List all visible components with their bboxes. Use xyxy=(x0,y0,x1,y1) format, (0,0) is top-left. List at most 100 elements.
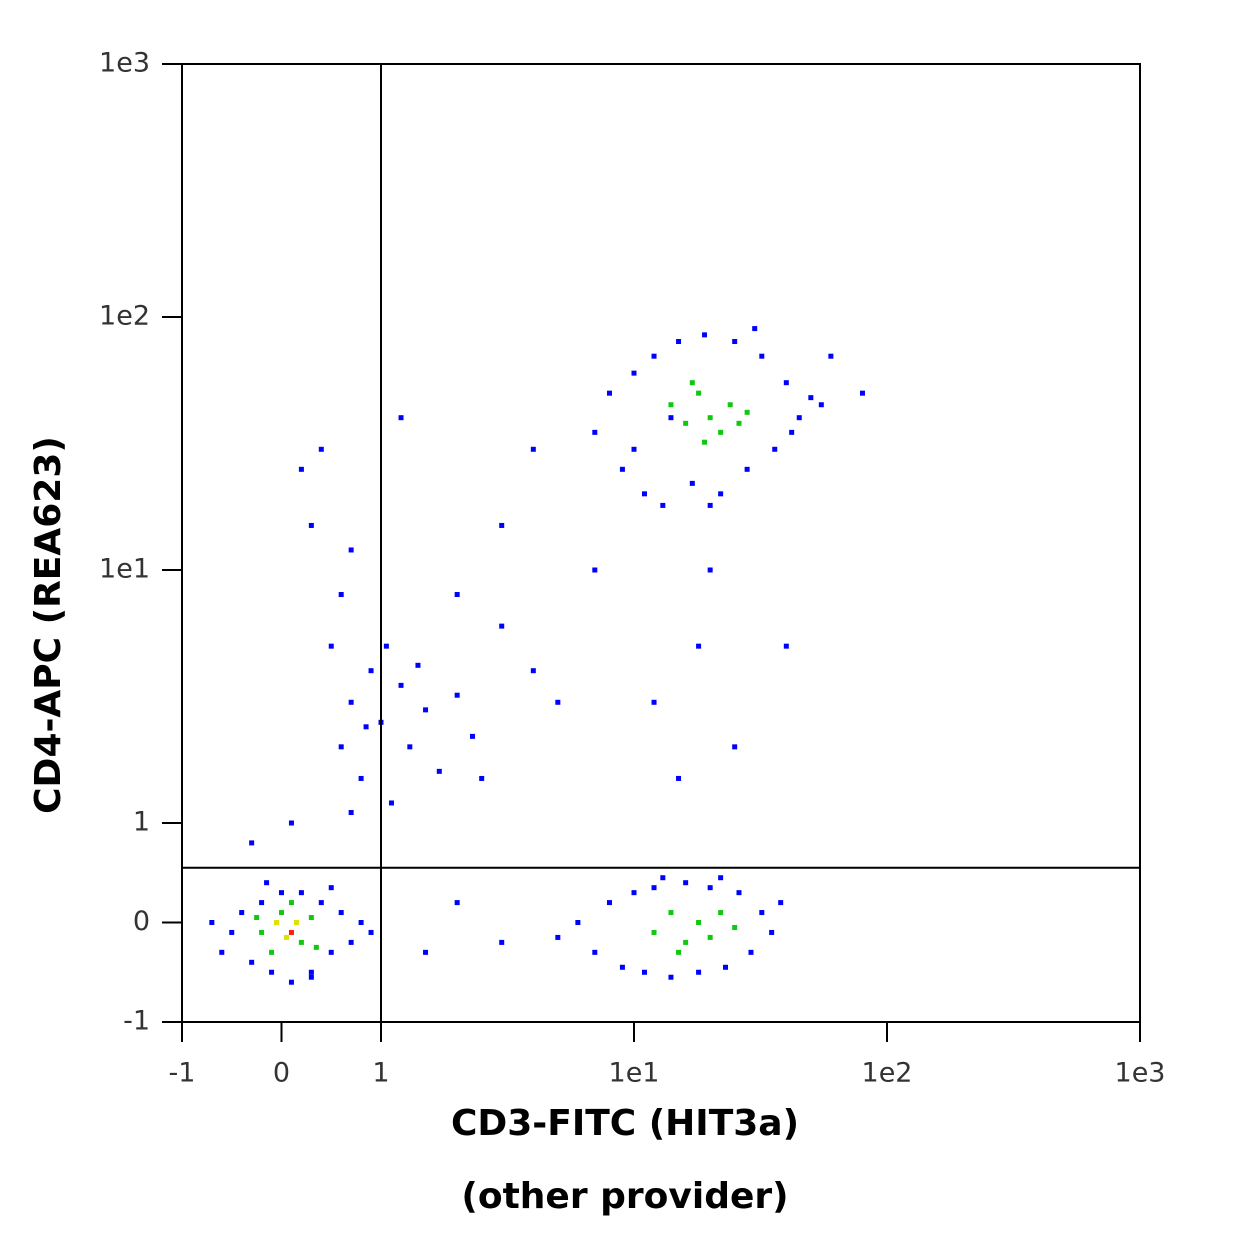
event-point xyxy=(283,934,289,940)
event-point xyxy=(308,969,314,975)
event-point xyxy=(407,744,413,750)
event-point xyxy=(689,480,695,486)
event-point xyxy=(555,699,561,705)
x-tick-label: 1e2 xyxy=(862,1058,913,1089)
event-point xyxy=(668,402,674,408)
event-point xyxy=(239,910,245,916)
event-point xyxy=(454,692,460,698)
x-tick-label: 0 xyxy=(273,1058,290,1089)
event-point xyxy=(606,900,612,906)
event-point xyxy=(748,949,754,955)
y-tick-label: 1 xyxy=(133,807,150,838)
event-point xyxy=(818,402,824,408)
event-point xyxy=(313,944,319,950)
event-point xyxy=(619,964,625,970)
event-point xyxy=(641,491,647,497)
event-point xyxy=(269,949,275,955)
event-point xyxy=(328,949,334,955)
event-point xyxy=(423,949,429,955)
event-point xyxy=(683,420,689,426)
event-point xyxy=(348,547,354,553)
event-point xyxy=(606,390,612,396)
event-point xyxy=(707,934,713,940)
event-point xyxy=(696,390,702,396)
event-point xyxy=(744,466,750,472)
event-point xyxy=(651,353,657,359)
event-point xyxy=(363,724,369,730)
event-point xyxy=(631,370,637,376)
event-point xyxy=(288,820,294,826)
event-point xyxy=(783,643,789,649)
event-point xyxy=(789,429,795,435)
event-point xyxy=(219,949,225,955)
y-tick-label: 1e3 xyxy=(99,48,150,79)
event-point xyxy=(436,768,442,774)
event-point xyxy=(759,910,765,916)
event-point xyxy=(530,446,536,452)
event-point xyxy=(298,466,304,472)
event-point xyxy=(470,733,476,739)
event-point xyxy=(288,929,294,935)
event-point xyxy=(651,885,657,891)
event-point xyxy=(727,402,733,408)
event-point xyxy=(348,810,354,816)
event-point xyxy=(358,920,364,925)
event-point xyxy=(348,699,354,705)
event-point xyxy=(736,420,742,426)
event-point xyxy=(274,920,280,925)
event-point xyxy=(707,415,713,421)
event-point xyxy=(308,974,314,980)
event-point xyxy=(288,979,294,985)
event-point xyxy=(676,775,682,781)
x-tick-label: 1 xyxy=(372,1058,389,1089)
event-point xyxy=(318,900,324,906)
y-tick-label: 1e1 xyxy=(99,554,150,585)
event-point xyxy=(575,920,581,925)
event-point xyxy=(707,567,713,573)
event-point xyxy=(398,682,404,688)
event-point xyxy=(249,959,255,965)
event-point xyxy=(338,910,344,916)
event-point xyxy=(828,353,834,359)
event-point xyxy=(718,910,724,916)
event-point xyxy=(683,939,689,945)
event-point xyxy=(555,934,561,940)
y-tick-label: -1 xyxy=(123,1006,150,1037)
event-point xyxy=(808,395,814,401)
event-point xyxy=(398,415,404,421)
event-point xyxy=(651,699,657,705)
event-point xyxy=(707,502,713,508)
event-point xyxy=(368,929,374,935)
event-point xyxy=(660,502,666,508)
event-point xyxy=(702,439,708,445)
event-point xyxy=(859,390,865,396)
x-axis-subtitle: (other provider) xyxy=(461,1176,788,1217)
event-point xyxy=(668,910,674,916)
event-point xyxy=(696,920,702,925)
event-point xyxy=(308,915,314,921)
event-point xyxy=(668,415,674,421)
event-point xyxy=(723,964,729,970)
event-point xyxy=(641,969,647,975)
plot-frame xyxy=(181,63,1141,1023)
event-point xyxy=(499,522,505,528)
event-point xyxy=(298,939,304,945)
event-point xyxy=(264,880,270,886)
event-point xyxy=(388,800,394,806)
event-point xyxy=(209,920,215,925)
event-point xyxy=(732,339,738,345)
event-point xyxy=(752,326,758,332)
event-point xyxy=(338,744,344,750)
event-point xyxy=(744,409,750,415)
event-point xyxy=(796,415,802,421)
event-point xyxy=(293,920,299,925)
x-tick-label: -1 xyxy=(169,1058,196,1089)
event-point xyxy=(759,353,765,359)
event-point xyxy=(732,744,738,750)
y-tick-label: 1e2 xyxy=(99,301,150,332)
event-point xyxy=(298,890,304,896)
event-point xyxy=(651,929,657,935)
event-point xyxy=(338,592,344,598)
event-point xyxy=(269,969,275,975)
event-point xyxy=(696,643,702,649)
